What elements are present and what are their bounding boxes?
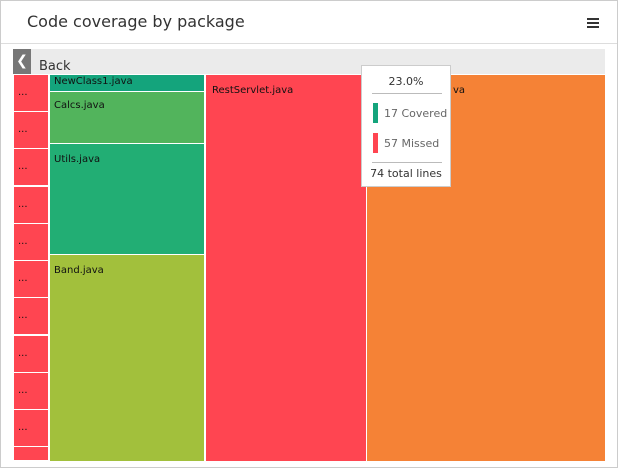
back-button[interactable]: ❮ xyxy=(13,49,31,74)
tile[interactable] xyxy=(13,446,49,461)
tooltip-percent: 23.0% xyxy=(388,75,424,88)
tile[interactable]: NewClass1.java xyxy=(49,74,205,92)
tooltip: 23.0% 17 Covered 57 Missed 74 total line… xyxy=(361,65,451,187)
tooltip-total: 74 total lines xyxy=(370,167,442,180)
tile[interactable]: ... xyxy=(13,186,49,224)
tile[interactable]: Calcs.java xyxy=(49,91,205,144)
tile[interactable]: ... xyxy=(13,372,49,410)
tile[interactable]: ... xyxy=(13,74,49,112)
tile[interactable]: ... xyxy=(13,335,49,373)
tile[interactable]: ... xyxy=(13,223,49,261)
divider xyxy=(372,93,442,94)
tile[interactable]: ... xyxy=(13,260,49,298)
tile[interactable]: ... xyxy=(13,409,49,447)
tile[interactable]: RestServlet.java xyxy=(205,74,367,462)
title: Code coverage by package xyxy=(27,12,245,31)
tile[interactable]: Utils.java xyxy=(49,143,205,255)
tooltip-covered: 17 Covered xyxy=(384,107,448,120)
menu-button[interactable] xyxy=(587,18,599,30)
back-label[interactable]: Back xyxy=(39,59,71,74)
tile[interactable]: Band.java xyxy=(49,254,205,462)
tile[interactable]: ... xyxy=(13,111,49,149)
legend-swatch xyxy=(373,133,378,153)
tile[interactable]: ... xyxy=(13,297,49,335)
nav-bar xyxy=(13,49,605,74)
tile[interactable]: ... xyxy=(13,148,49,186)
divider xyxy=(372,162,442,163)
tooltip-missed: 57 Missed xyxy=(384,137,440,150)
legend-swatch xyxy=(373,103,378,123)
divider xyxy=(1,43,617,44)
